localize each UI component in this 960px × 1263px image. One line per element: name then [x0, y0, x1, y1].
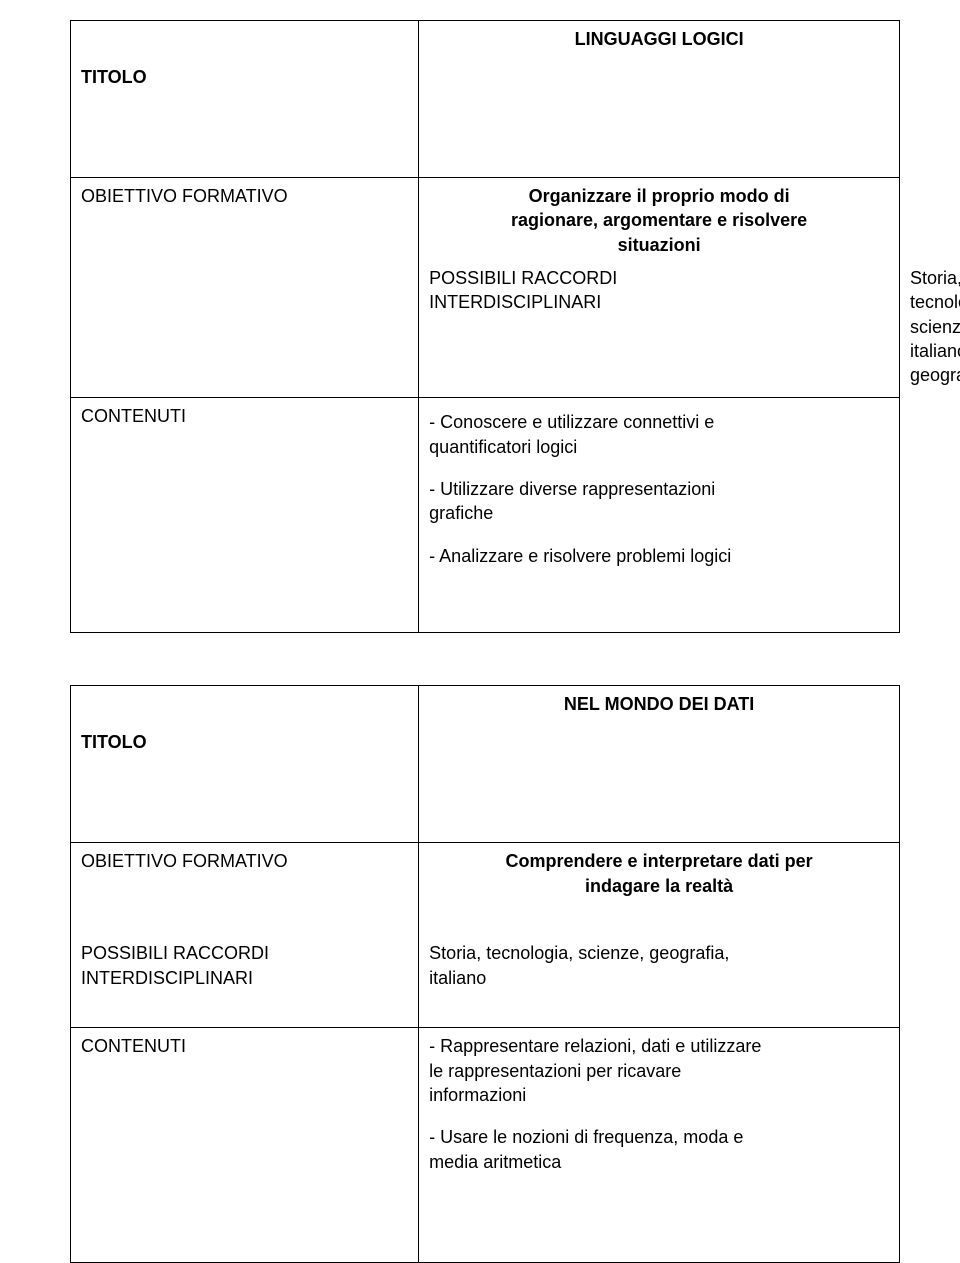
- table-gap: [70, 633, 900, 685]
- contenuti-value-cell: - Rappresentare relazioni, dati e utiliz…: [419, 1028, 900, 1263]
- title-label-cell: TITOLO: [71, 686, 419, 843]
- objective-label-cell: OBIETTIVO FORMATIVO: [71, 178, 419, 398]
- objective-label-cell: OBIETTIVO FORMATIVO: [71, 843, 419, 936]
- raccordi-label-cell: POSSIBILI RACCORDI INTERDISCIPLINARI: [71, 935, 419, 1028]
- raccordi-label-line: POSSIBILI RACCORDI: [81, 941, 408, 965]
- title-label-cell: TITOLO: [71, 21, 419, 178]
- objective-value-line: situazioni: [618, 235, 701, 255]
- objective-label: OBIETTIVO FORMATIVO: [81, 184, 408, 208]
- table-row: CONTENUTI - Conoscere e utilizzare conne…: [71, 398, 900, 633]
- table-row: TITOLO LINGUAGGI LOGICI: [71, 21, 900, 178]
- objective-label: OBIETTIVO FORMATIVO: [81, 849, 408, 873]
- title-value: LINGUAGGI LOGICI: [429, 27, 889, 51]
- page: TITOLO LINGUAGGI LOGICI OBIETTIVO FORMAT…: [0, 0, 960, 1101]
- objective-value-cell: Organizzare il proprio modo di ragionare…: [419, 178, 900, 261]
- contenuti-label: CONTENUTI: [81, 1034, 408, 1058]
- raccordi-label-line: INTERDISCIPLINARI: [429, 290, 889, 314]
- contenuti-value-cell: - Conoscere e utilizzare connettivi e qu…: [419, 398, 900, 633]
- table-row: OBIETTIVO FORMATIVO Comprendere e interp…: [71, 843, 900, 936]
- contenuti-label-cell: CONTENUTI: [71, 1028, 419, 1263]
- title-value: NEL MONDO DEI DATI: [429, 692, 889, 716]
- raccordi-label-line: POSSIBILI RACCORDI: [429, 266, 889, 290]
- content-item: - Conoscere e utilizzare connettivi e qu…: [429, 410, 889, 459]
- objective-value-line: ragionare, argomentare e risolvere: [511, 210, 807, 230]
- objective-value-line: indagare la realtà: [585, 876, 733, 896]
- table-row: POSSIBILI RACCORDI INTERDISCIPLINARI Sto…: [71, 935, 900, 1028]
- content-item: - Usare le nozioni di frequenza, moda e …: [429, 1125, 889, 1174]
- raccordi-value-cell: Storia, tecnologia, scienze, geografia, …: [419, 935, 900, 1028]
- contenuti-label: CONTENUTI: [81, 404, 408, 428]
- contenuti-label-cell: CONTENUTI: [71, 398, 419, 633]
- title-label: TITOLO: [81, 730, 408, 754]
- title-value-cell: LINGUAGGI LOGICI: [419, 21, 900, 178]
- table-row: CONTENUTI - Rappresentare relazioni, dat…: [71, 1028, 900, 1263]
- raccordi-label-cell: POSSIBILI RACCORDI INTERDISCIPLINARI: [419, 260, 900, 398]
- objective-value-cell: Comprendere e interpretare dati per inda…: [419, 843, 900, 936]
- objective-value-line: Comprendere e interpretare dati per: [506, 851, 813, 871]
- raccordi-value-line: Storia, tecnologia, scienze, geografia,: [429, 941, 889, 965]
- title-value-cell: NEL MONDO DEI DATI: [419, 686, 900, 843]
- table-2: TITOLO NEL MONDO DEI DATI OBIETTIVO FORM…: [70, 685, 900, 1263]
- content-item: - Rappresentare relazioni, dati e utiliz…: [429, 1034, 889, 1107]
- table-row: TITOLO NEL MONDO DEI DATI: [71, 686, 900, 843]
- title-label: TITOLO: [81, 65, 408, 89]
- table-row: OBIETTIVO FORMATIVO Organizzare il propr…: [71, 178, 900, 261]
- raccordi-value-line: italiano: [429, 966, 889, 990]
- table-1: TITOLO LINGUAGGI LOGICI OBIETTIVO FORMAT…: [70, 20, 900, 633]
- content-item: - Utilizzare diverse rappresentazioni gr…: [429, 477, 889, 526]
- objective-value-line: Organizzare il proprio modo di: [529, 186, 790, 206]
- raccordi-label-line: INTERDISCIPLINARI: [81, 966, 408, 990]
- content-item: - Analizzare e risolvere problemi logici: [429, 544, 889, 568]
